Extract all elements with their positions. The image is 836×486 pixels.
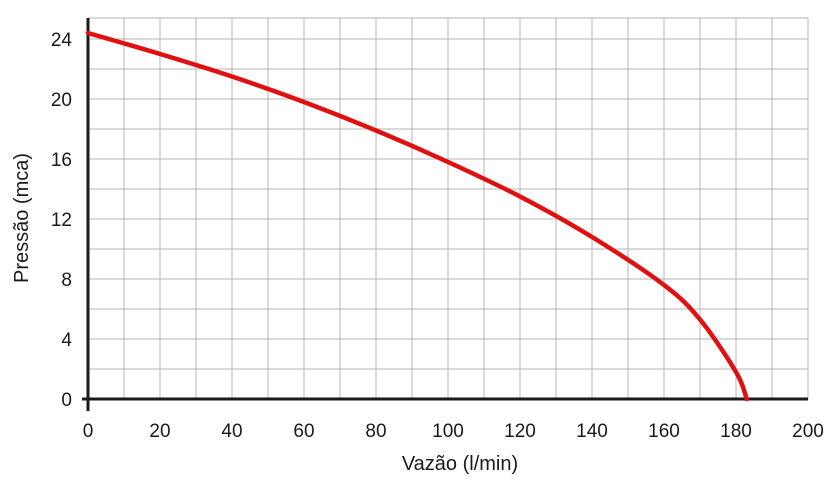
y-tick-label: 0 [61,390,72,411]
y-tick-label: 16 [51,150,72,171]
y-tick-label: 12 [51,210,72,231]
x-axis-label: Vazão (l/min) [402,453,518,475]
x-tick-label: 180 [720,421,752,442]
x-tick-label: 80 [365,421,386,442]
series-line-0 [85,30,750,402]
y-axis-ticks: 0 4 8 12 16 20 24 [51,30,73,411]
y-axis-label: Pressão (mca) [11,153,33,283]
y-tick-label: 8 [61,270,72,291]
x-tick-label: 160 [648,421,680,442]
x-tick-label: 0 [83,421,94,442]
x-axis-ticks: 0 20 40 60 80 100 120 140 160 180 200 [83,421,824,442]
x-tick-label: 120 [504,421,536,442]
y-tick-label: 20 [51,90,72,111]
y-tick-label: 4 [61,330,72,351]
x-tick-label: 200 [792,421,824,442]
x-tick-label: 60 [293,421,314,442]
y-tick-label: 24 [51,30,73,51]
x-tick-label: 140 [576,421,608,442]
series [85,30,750,402]
x-tick-label: 100 [432,421,464,442]
x-tick-label: 20 [149,421,170,442]
grid [88,17,809,399]
x-tick-label: 40 [221,421,242,442]
axes [82,18,808,411]
